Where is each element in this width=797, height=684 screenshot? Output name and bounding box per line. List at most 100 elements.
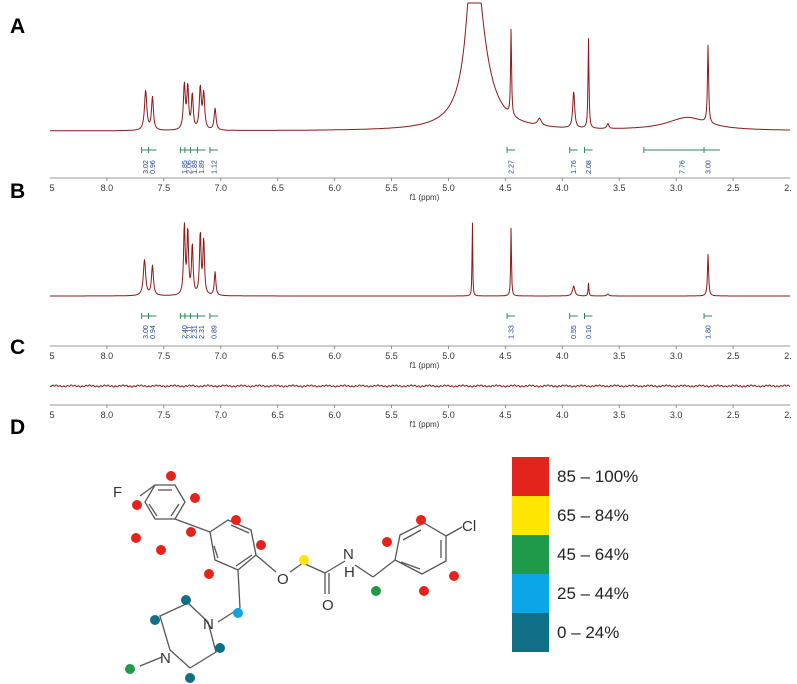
integral-label-b-2: 2.40 xyxy=(182,325,189,339)
deuteration-dot-17 xyxy=(150,615,160,625)
x-tick-label-a-2: 7.0 xyxy=(215,183,228,193)
integral-label-b-1: 0.94 xyxy=(150,325,157,339)
x-tick-label-b-1: 7.5 xyxy=(158,351,171,361)
spectrum-trace-a xyxy=(50,2,790,132)
deuteration-dot-7 xyxy=(256,540,266,550)
x-tick-label-b-11: 2.5 xyxy=(727,351,740,361)
deuteration-dot-16 xyxy=(181,595,191,605)
x-tick-label-b-2: 7.0 xyxy=(215,351,228,361)
spectrum-panel-c: 8.0 7.5 7.0 6.5 6.0 5.5 5.0 4.5 4.0 3.5 3.0 2.5 5 2. f… xyxy=(49,384,792,429)
x-tick-label-a-9: 3.5 xyxy=(613,183,626,193)
x-tick-label-a-6: 5.0 xyxy=(442,183,455,193)
x-tick-edge-left-a: 5 xyxy=(49,183,54,193)
x-tick-label-c-5: 5.5 xyxy=(385,410,398,420)
integral-label-b-3: 2.11 xyxy=(186,325,193,338)
x-axis-label-b: f1 (ppm) xyxy=(410,361,440,370)
deuteration-dot-2 xyxy=(190,493,200,503)
x-axis-label-c: f1 (ppm) xyxy=(410,420,440,429)
x-tick-label-a-11: 2.5 xyxy=(727,183,740,193)
panel-label-c: C xyxy=(10,336,25,359)
x-tick-label-a-0: 8.0 xyxy=(101,183,114,193)
deuteration-dot-15 xyxy=(419,586,429,596)
panel-label-d: D xyxy=(10,416,25,439)
deuteration-dot-12 xyxy=(416,515,426,525)
x-tick-edge-right-a: 2. xyxy=(784,183,792,193)
integral-label-b-9: 0.10 xyxy=(586,325,593,339)
x-tick-label-a-8: 4.0 xyxy=(556,183,569,193)
x-tick-label-a-5: 5.5 xyxy=(385,183,398,193)
x-tick-label-c-7: 4.5 xyxy=(499,410,512,420)
legend-swatch-3 xyxy=(512,574,549,613)
integral-label-b-6: 0.89 xyxy=(211,325,218,339)
deuteration-dot-3 xyxy=(186,527,196,537)
integral-label-a-10: 7.76 xyxy=(679,160,686,174)
x-tick-label-c-3: 6.5 xyxy=(271,410,284,420)
integral-label-a-7: 2.27 xyxy=(509,160,516,174)
deuteration-dot-1 xyxy=(166,471,176,481)
spectrum-panel-b: 3.00 0.94 2.402.112.31 2.31 0.89 1.33 0.55 0.10… xyxy=(49,222,792,370)
x-tick-label-a-4: 6.0 xyxy=(328,183,341,193)
x-tick-label-a-10: 3.0 xyxy=(670,183,683,193)
x-tick-label-c-2: 7.0 xyxy=(215,410,228,420)
atom-fluorine: F xyxy=(113,484,122,501)
legend-swatch-1 xyxy=(512,496,549,535)
atom-ether-oxygen: O xyxy=(277,571,289,588)
legend-label-2: 45 – 64% xyxy=(557,545,629,564)
deuteration-dot-9 xyxy=(299,555,309,565)
x-tick-edge-right-c: 2. xyxy=(784,410,792,420)
integral-label-a-11: 3.00 xyxy=(706,160,713,174)
x-tick-label-a-1: 7.5 xyxy=(158,183,171,193)
atom-chlorine: Cl xyxy=(462,518,476,535)
deuteration-dot-8 xyxy=(204,569,214,579)
integral-label-b-7: 1.33 xyxy=(509,325,516,339)
molecule-structure xyxy=(139,484,463,669)
integral-label-a-5: 1.89 xyxy=(199,160,206,174)
spectrum-trace-c xyxy=(49,384,791,388)
atom-piperazine-n4: N xyxy=(160,650,171,667)
deuteration-dot-14 xyxy=(449,571,459,581)
legend-label-3: 25 – 44% xyxy=(557,584,629,603)
deuteration-dot-10 xyxy=(371,586,381,596)
integral-label-a-8: 1.76 xyxy=(571,160,578,174)
x-axis-label-a: f1 (ppm) xyxy=(410,193,440,202)
integral-label-b-10: 1.80 xyxy=(706,325,713,339)
deuteration-dot-13 xyxy=(382,537,392,547)
integral-label-b-8: 0.55 xyxy=(571,325,578,339)
x-tick-label-b-9: 3.5 xyxy=(613,351,626,361)
x-tick-label-c-0: 8.0 xyxy=(101,410,114,420)
x-tick-label-c-4: 6.0 xyxy=(328,410,341,420)
deuteration-dot-4 xyxy=(131,533,141,543)
x-tick-label-b-0: 8.0 xyxy=(101,351,114,361)
deuteration-markers xyxy=(125,471,459,683)
x-tick-label-a-3: 6.5 xyxy=(271,183,284,193)
x-tick-label-c-1: 7.5 xyxy=(158,410,171,420)
panel-label-b: B xyxy=(10,180,25,203)
x-tick-label-b-5: 5.5 xyxy=(385,351,398,361)
deuteration-dot-5 xyxy=(156,545,166,555)
deuteration-dot-6 xyxy=(231,515,241,525)
integral-label-a-2: 1.85 xyxy=(182,160,189,174)
integral-label-a-4: 1.89 xyxy=(192,160,199,174)
integral-label-a-0: 3.02 xyxy=(143,160,150,174)
integral-label-b-5: 2.31 xyxy=(199,325,206,339)
deuteration-dot-19 xyxy=(185,673,195,683)
x-tick-label-a-7: 4.5 xyxy=(499,183,512,193)
x-tick-label-c-6: 5.0 xyxy=(442,410,455,420)
legend-label-4: 0 – 24% xyxy=(557,623,619,642)
atom-amide-hydrogen: H xyxy=(344,564,355,581)
spectrum-trace-b xyxy=(50,222,790,297)
legend-label-1: 65 – 84% xyxy=(557,506,629,525)
x-tick-label-c-8: 4.0 xyxy=(556,410,569,420)
deuteration-dot-20 xyxy=(125,664,135,674)
panel-label-a: A xyxy=(10,15,25,38)
x-tick-edge-left-c: 5 xyxy=(49,410,54,420)
x-tick-edge-right-b: 2. xyxy=(784,351,792,361)
x-tick-label-b-4: 6.0 xyxy=(328,351,341,361)
legend-swatch-2 xyxy=(512,535,549,574)
deuteration-dot-11 xyxy=(233,608,243,618)
integral-label-a-9: 2.08 xyxy=(586,160,593,174)
legend-swatch-0 xyxy=(512,457,549,496)
x-tick-label-b-3: 6.5 xyxy=(271,351,284,361)
atom-carbonyl-oxygen: O xyxy=(322,597,334,614)
integral-label-b-4: 2.31 xyxy=(192,325,199,339)
